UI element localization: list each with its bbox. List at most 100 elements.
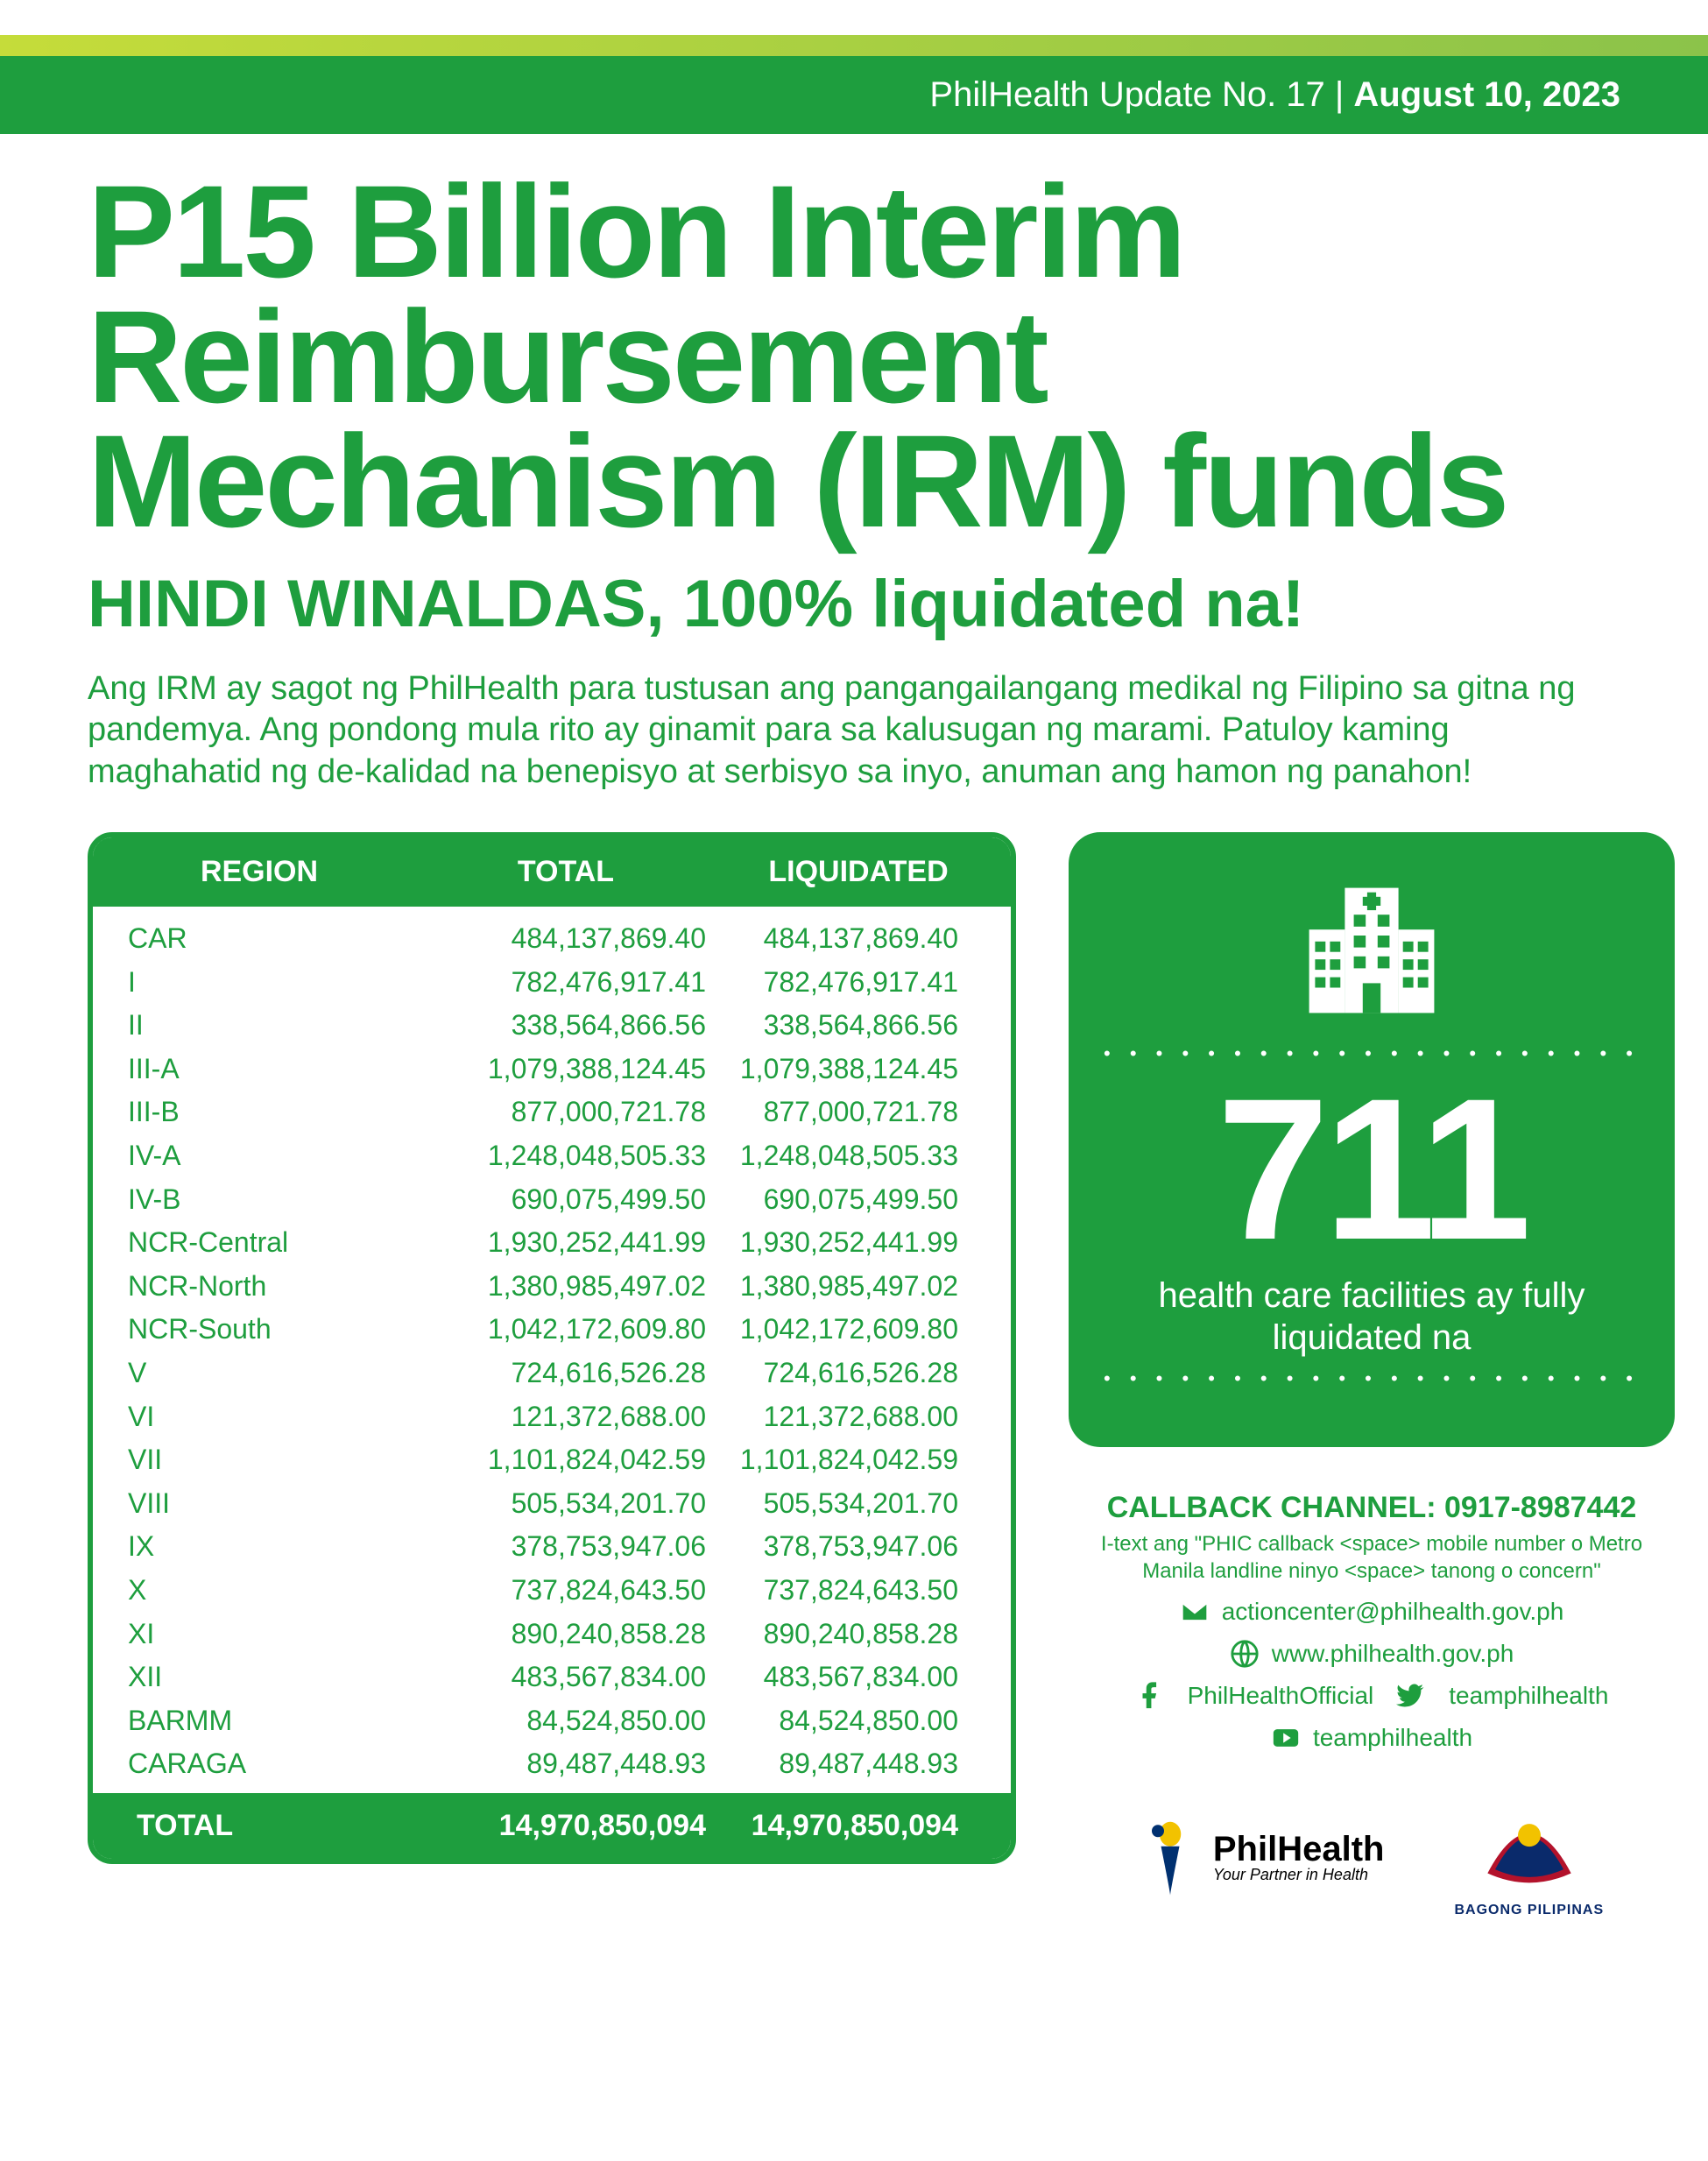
- header-date: August 10, 2023: [1353, 75, 1620, 114]
- cell-total: 1,380,985,497.02: [399, 1265, 732, 1309]
- cell-region: NCR-North: [119, 1265, 399, 1309]
- email-line: actioncenter@philhealth.gov.ph: [1069, 1597, 1675, 1627]
- table-row: NCR-South1,042,172,609.801,042,172,609.8…: [119, 1308, 985, 1352]
- cell-region: NCR-Central: [119, 1221, 399, 1265]
- cell-liquidated: 121,372,688.00: [732, 1395, 985, 1439]
- cell-total: 1,930,252,441.99: [399, 1221, 732, 1265]
- table-row: IV-A1,248,048,505.331,248,048,505.33: [119, 1134, 985, 1178]
- table-footer: TOTAL 14,970,850,094 14,970,850,094: [93, 1793, 1011, 1859]
- cell-region: VIII: [119, 1482, 399, 1526]
- cell-liquidated: 1,042,172,609.80: [732, 1308, 985, 1352]
- cell-liquidated: 1,930,252,441.99: [732, 1221, 985, 1265]
- youtube-icon: [1271, 1723, 1301, 1753]
- cell-total: 890,240,858.28: [399, 1613, 732, 1656]
- footer-total: 14,970,850,094: [399, 1809, 732, 1843]
- cell-liquidated: 378,753,947.06: [732, 1525, 985, 1569]
- cell-total: 121,372,688.00: [399, 1395, 732, 1439]
- facilities-text: health care facilities ay fully liquidat…: [1104, 1275, 1640, 1359]
- logo-row: PhilHealth Your Partner in Health BAGONG…: [1069, 1797, 1675, 1918]
- cell-total: 484,137,869.40: [399, 917, 732, 961]
- twitter-icon: [1396, 1681, 1426, 1711]
- table-row: VI121,372,688.00121,372,688.00: [119, 1395, 985, 1439]
- cell-liquidated: 89,487,448.93: [732, 1742, 985, 1786]
- cell-total: 690,075,499.50: [399, 1178, 732, 1222]
- cell-liquidated: 505,534,201.70: [732, 1482, 985, 1526]
- cell-region: XII: [119, 1656, 399, 1699]
- email-icon: [1180, 1597, 1210, 1627]
- philhealth-logo: PhilHealth Your Partner in Health: [1140, 1818, 1385, 1896]
- cell-liquidated: 690,075,499.50: [732, 1178, 985, 1222]
- cell-region: I: [119, 961, 399, 1005]
- col-header-liquidated: LIQUIDATED: [732, 855, 985, 889]
- cell-liquidated: 737,824,643.50: [732, 1569, 985, 1613]
- cell-total: 378,753,947.06: [399, 1525, 732, 1569]
- cell-liquidated: 877,000,721.78: [732, 1091, 985, 1134]
- cell-region: IX: [119, 1525, 399, 1569]
- table-row: III-B877,000,721.78877,000,721.78: [119, 1091, 985, 1134]
- cell-region: CARAGA: [119, 1742, 399, 1786]
- table-row: VIII505,534,201.70505,534,201.70: [119, 1482, 985, 1526]
- subtitle: HINDI WINALDAS, 100% liquidated na!: [88, 566, 1620, 642]
- cell-total: 1,079,388,124.45: [399, 1048, 732, 1091]
- table-row: VII1,101,824,042.591,101,824,042.59: [119, 1438, 985, 1482]
- cell-region: XI: [119, 1613, 399, 1656]
- callback-title: CALLBACK CHANNEL: 0917-8987442: [1069, 1491, 1675, 1525]
- cell-total: 1,042,172,609.80: [399, 1308, 732, 1352]
- table-row: CARAGA89,487,448.9389,487,448.93: [119, 1742, 985, 1786]
- cell-total: 737,824,643.50: [399, 1569, 732, 1613]
- cell-total: 483,567,834.00: [399, 1656, 732, 1699]
- table-row: I782,476,917.41782,476,917.41: [119, 961, 985, 1005]
- table-row: NCR-Central1,930,252,441.991,930,252,441…: [119, 1221, 985, 1265]
- table-row: BARMM84,524,850.0084,524,850.00: [119, 1699, 985, 1743]
- table-row: IX378,753,947.06378,753,947.06: [119, 1525, 985, 1569]
- cell-region: CAR: [119, 917, 399, 961]
- header-strip: PhilHealth Update No. 17 | August 10, 20…: [0, 56, 1708, 134]
- callback-instructions: I-text ang "PHIC callback <space> mobile…: [1069, 1530, 1675, 1585]
- cell-total: 89,487,448.93: [399, 1742, 732, 1786]
- cell-total: 505,534,201.70: [399, 1482, 732, 1526]
- cell-total: 1,248,048,505.33: [399, 1134, 732, 1178]
- cell-liquidated: 1,079,388,124.45: [732, 1048, 985, 1091]
- cell-total: 1,101,824,042.59: [399, 1438, 732, 1482]
- table-row: XII483,567,834.00483,567,834.00: [119, 1656, 985, 1699]
- cell-region: IV-A: [119, 1134, 399, 1178]
- table-row: CAR484,137,869.40484,137,869.40: [119, 917, 985, 961]
- table-row: IV-B690,075,499.50690,075,499.50: [119, 1178, 985, 1222]
- cell-region: II: [119, 1004, 399, 1048]
- cell-region: NCR-South: [119, 1308, 399, 1352]
- table-header: REGION TOTAL LIQUIDATED: [93, 837, 1011, 907]
- email-text: actioncenter@philhealth.gov.ph: [1222, 1598, 1564, 1626]
- cell-region: X: [119, 1569, 399, 1613]
- cell-liquidated: 483,567,834.00: [732, 1656, 985, 1699]
- globe-icon: [1230, 1639, 1260, 1669]
- cell-total: 84,524,850.00: [399, 1699, 732, 1743]
- irm-table: REGION TOTAL LIQUIDATED CAR484,137,869.4…: [88, 832, 1016, 1864]
- header-prefix: PhilHealth Update No. 17 |: [929, 75, 1353, 114]
- web-line: www.philhealth.gov.ph: [1069, 1639, 1675, 1669]
- facebook-icon: [1135, 1681, 1165, 1711]
- cell-region: VI: [119, 1395, 399, 1439]
- cell-total: 724,616,526.28: [399, 1352, 732, 1395]
- facilities-card: • • • • • • • • • • • • • • • • • • • • …: [1069, 832, 1675, 1447]
- callback-block: CALLBACK CHANNEL: 0917-8987442 I-text an…: [1069, 1491, 1675, 1753]
- footer-label: TOTAL: [119, 1809, 399, 1843]
- web-text: www.philhealth.gov.ph: [1272, 1640, 1514, 1668]
- cell-total: 782,476,917.41: [399, 961, 732, 1005]
- table-row: III-A1,079,388,124.451,079,388,124.45: [119, 1048, 985, 1091]
- table-body: CAR484,137,869.40484,137,869.40I782,476,…: [93, 907, 1011, 1793]
- cell-liquidated: 782,476,917.41: [732, 961, 985, 1005]
- fb-text: PhilHealthOfficial: [1188, 1682, 1374, 1710]
- cell-region: V: [119, 1352, 399, 1395]
- facilities-count: 711: [1104, 1074, 1640, 1266]
- social-line-2: teamphilhealth: [1069, 1723, 1675, 1753]
- cell-liquidated: 724,616,526.28: [732, 1352, 985, 1395]
- table-row: NCR-North1,380,985,497.021,380,985,497.0…: [119, 1265, 985, 1309]
- col-header-total: TOTAL: [399, 855, 732, 889]
- cell-region: IV-B: [119, 1178, 399, 1222]
- cell-region: III-B: [119, 1091, 399, 1134]
- col-header-region: REGION: [119, 855, 399, 889]
- main-title: P15 Billion Interim Reimbursement Mechan…: [88, 169, 1620, 544]
- cell-liquidated: 1,380,985,497.02: [732, 1265, 985, 1309]
- bagong-pilipinas-text: BAGONG PILIPINAS: [1454, 1903, 1604, 1918]
- table-row: X737,824,643.50737,824,643.50: [119, 1569, 985, 1613]
